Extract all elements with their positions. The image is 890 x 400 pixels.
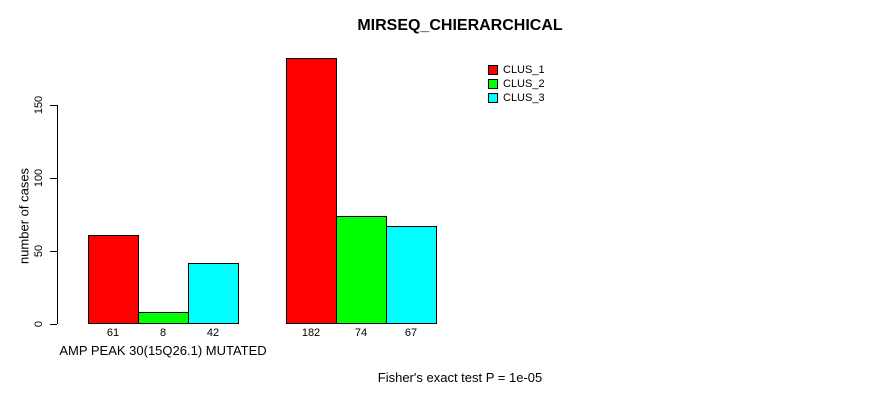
y-axis-tick-label: 150 xyxy=(33,95,45,115)
legend-swatch-clus_1 xyxy=(488,65,498,75)
chart-title: MIRSEQ_CHIERARCHICAL xyxy=(357,17,563,34)
bar-value-label: 42 xyxy=(206,327,220,339)
bar-clus_1-group2 xyxy=(286,58,337,324)
legend-item: CLUS_2 xyxy=(488,78,545,90)
y-axis-tick xyxy=(50,323,57,325)
bar-clus_3-group2 xyxy=(386,226,437,324)
x-group-label: AMP PEAK 30(15Q26.1) MUTATED xyxy=(59,343,267,358)
y-axis-line xyxy=(57,105,58,324)
bar-clus_1-group1 xyxy=(88,234,139,324)
y-axis-tick xyxy=(50,250,57,252)
y-axis-tick-label: 100 xyxy=(33,168,45,188)
y-axis-tick xyxy=(50,104,57,106)
legend-label: CLUS_3 xyxy=(503,92,545,104)
bar-value-label: 61 xyxy=(106,327,120,339)
bar-value-label: 182 xyxy=(301,327,321,339)
y-axis-tick xyxy=(50,177,57,179)
legend-label: CLUS_2 xyxy=(503,78,545,90)
legend-item: CLUS_1 xyxy=(488,64,545,76)
y-axis-tick-label: 50 xyxy=(33,244,45,258)
bar-clus_2-group2 xyxy=(336,215,387,324)
footnote-pvalue: Fisher's exact test P = 1e-05 xyxy=(377,370,543,385)
bar-value-label: 74 xyxy=(354,327,368,339)
legend-swatch-clus_3 xyxy=(488,93,498,103)
bar-value-label: 8 xyxy=(159,327,167,339)
bar-clus_2-group1 xyxy=(138,312,189,324)
bar-value-label: 67 xyxy=(404,327,418,339)
y-axis-tick-label: 0 xyxy=(33,320,45,328)
legend-item: CLUS_3 xyxy=(488,92,545,104)
legend: CLUS_1 CLUS_2 CLUS_3 xyxy=(488,64,545,106)
bar-clus_3-group1 xyxy=(188,262,239,324)
legend-label: CLUS_1 xyxy=(503,64,545,76)
legend-swatch-clus_2 xyxy=(488,79,498,89)
